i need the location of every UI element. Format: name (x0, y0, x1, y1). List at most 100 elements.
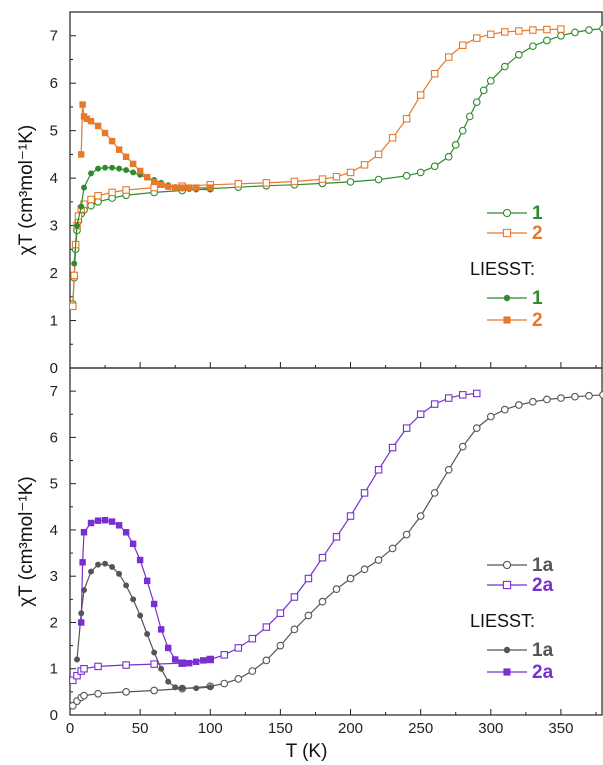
data-point (571, 392, 579, 401)
plot-frame (69, 367, 603, 716)
data-point (94, 517, 102, 524)
data-point (290, 177, 299, 186)
series-2a (69, 389, 481, 685)
data-point (94, 198, 102, 206)
data-point (500, 405, 509, 414)
data-point (543, 25, 551, 34)
data-point (599, 24, 603, 33)
data-point (557, 394, 565, 402)
data-point (186, 184, 193, 191)
data-point (101, 129, 109, 137)
data-point (171, 184, 179, 191)
data-point (122, 153, 130, 160)
data-point (69, 676, 77, 685)
series-line (72, 394, 603, 707)
data-point (81, 184, 88, 191)
data-point (78, 203, 85, 210)
data-point (80, 664, 88, 673)
series-line (72, 392, 477, 681)
data-point (150, 600, 158, 608)
data-point (416, 512, 425, 520)
data-point (388, 134, 397, 142)
series-2-LIESST (78, 101, 214, 191)
y-tick-label: 2 (50, 614, 58, 631)
data-point (178, 184, 186, 191)
data-point (123, 167, 130, 174)
x-tick-label: 350 (548, 720, 573, 737)
data-point (444, 53, 453, 61)
y-tick-label: 7 (50, 383, 58, 400)
data-point (374, 556, 383, 564)
legend-marker (502, 580, 512, 590)
data-point (388, 544, 397, 553)
data-point (276, 609, 285, 617)
data-point (108, 137, 116, 145)
data-point (444, 394, 453, 402)
legend-heading: LIESST: (470, 611, 535, 631)
data-point (136, 556, 144, 564)
data-point (388, 443, 397, 452)
data-point (95, 165, 102, 172)
x-axis-title: T (K) (286, 741, 328, 762)
data-point (150, 686, 159, 695)
x-tick-label: 50 (132, 720, 149, 737)
data-point (101, 516, 109, 524)
data-point (402, 115, 411, 123)
data-point (479, 86, 488, 95)
data-point (71, 260, 78, 267)
data-point (157, 181, 165, 188)
data-point (88, 170, 95, 177)
data-point (207, 684, 214, 691)
data-point (200, 657, 207, 664)
data-point (465, 112, 474, 121)
data-point (416, 168, 425, 177)
data-point (248, 634, 257, 643)
data-point (130, 596, 137, 603)
data-point (150, 660, 158, 668)
data-point (95, 561, 102, 568)
data-point (473, 34, 481, 42)
data-point (165, 678, 172, 685)
data-point (69, 302, 77, 311)
data-point (157, 626, 165, 633)
data-point (402, 530, 411, 539)
y-tick-label: 3 (50, 218, 58, 235)
data-point (207, 184, 214, 191)
data-point (557, 25, 565, 33)
x-tick-label: 300 (478, 720, 503, 737)
series-1a (68, 390, 603, 710)
y-tick-label: 6 (50, 429, 58, 446)
y-tick-label: 1 (50, 661, 58, 678)
data-point (164, 644, 172, 652)
data-point (430, 69, 439, 78)
data-point (87, 117, 95, 125)
y-tick-label: 0 (50, 360, 58, 377)
data-point (416, 91, 425, 99)
legend-marker (503, 316, 511, 324)
data-point (451, 141, 460, 149)
data-point (94, 191, 102, 200)
data-point (346, 574, 355, 583)
data-point (171, 656, 179, 663)
data-point (248, 667, 257, 675)
y-axis-title: χT (cm³mol⁻¹K) (16, 125, 37, 255)
data-point (374, 175, 383, 184)
data-point (514, 401, 523, 409)
series-line (73, 167, 211, 264)
data-point (487, 30, 495, 39)
data-point (136, 167, 144, 175)
y-axis-title: χT (cm³mol⁻¹K) (16, 476, 37, 606)
y-tick-label: 0 (50, 707, 58, 724)
data-point (585, 391, 593, 400)
y-tick-label: 7 (50, 28, 58, 45)
data-point (164, 183, 172, 190)
data-point (346, 512, 355, 520)
data-point (430, 489, 439, 497)
data-point (402, 171, 411, 180)
data-point (234, 644, 243, 652)
data-point (529, 42, 537, 51)
data-point (129, 540, 137, 548)
legend-label: 1 (532, 288, 543, 309)
